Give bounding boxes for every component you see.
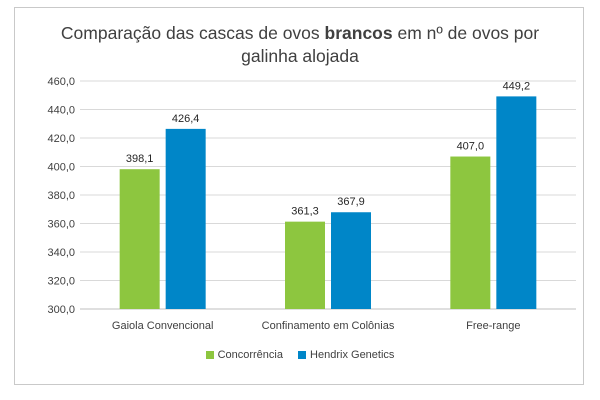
bar — [285, 221, 325, 309]
data-label: 426,4 — [172, 113, 200, 125]
y-tick-label: 440,0 — [47, 105, 75, 117]
y-tick-label: 420,0 — [47, 133, 75, 145]
x-category-label: Confinamento em Colônias — [262, 320, 395, 332]
bar — [119, 169, 160, 309]
legend-label-concorrencia: Concorrência — [217, 349, 283, 361]
bar — [450, 156, 491, 309]
legend: Concorrência Hendrix Genetics — [0, 349, 600, 362]
legend-item-concorrencia: Concorrência — [205, 349, 283, 361]
y-tick-label: 340,0 — [47, 247, 75, 259]
data-label: 449,2 — [503, 80, 531, 92]
y-tick-label: 400,0 — [47, 162, 75, 174]
data-label: 407,0 — [457, 141, 485, 153]
chart-title-post: em nº de ovos por — [392, 23, 540, 43]
x-category-label: Free-range — [466, 320, 520, 332]
legend-swatch-hendrix — [298, 351, 307, 359]
data-label: 367,9 — [337, 196, 365, 208]
y-tick-label: 320,0 — [47, 276, 75, 288]
y-tick-label: 300,0 — [47, 304, 75, 316]
chart-title: Comparação das cascas de ovos brancos em… — [0, 22, 600, 68]
x-category-label: Gaiola Convencional — [112, 320, 214, 332]
legend-label-hendrix: Hendrix Genetics — [310, 349, 395, 361]
bar — [331, 212, 371, 309]
bar — [496, 96, 537, 309]
chart-title-bold: brancos — [324, 23, 393, 43]
bar — [165, 128, 206, 309]
y-tick-label: 460,0 — [47, 76, 75, 88]
legend-swatch-concorrencia — [205, 351, 214, 359]
legend-item-hendrix: Hendrix Genetics — [298, 349, 394, 361]
data-label: 361,3 — [291, 206, 319, 218]
y-tick-label: 380,0 — [47, 190, 75, 202]
chart-title-pre: Comparação das cascas de ovos — [60, 23, 325, 43]
data-label: 398,1 — [126, 153, 154, 165]
y-tick-label: 360,0 — [47, 219, 75, 231]
chart-title-line2: galinha alojada — [241, 46, 359, 66]
